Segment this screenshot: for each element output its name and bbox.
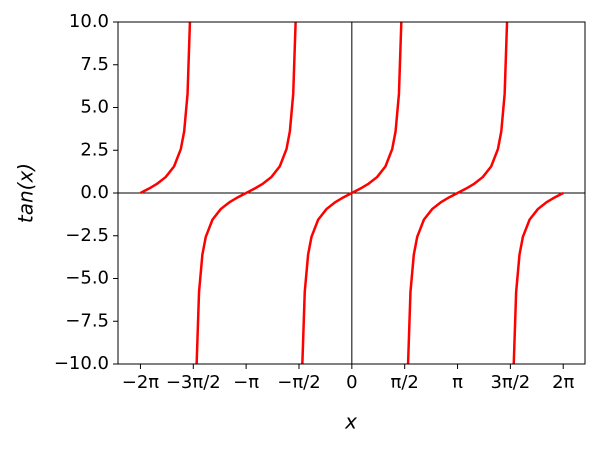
- x-tick-label: 0: [346, 372, 357, 393]
- x-axis-label: x: [344, 410, 357, 434]
- y-tick-label: 10.0: [69, 11, 109, 32]
- x-tick-label: −π/2: [277, 372, 320, 393]
- x-tick-label: −2π: [122, 372, 160, 393]
- y-tick-label: 5.0: [80, 97, 109, 118]
- y-axis-label: tan(x): [14, 163, 38, 223]
- plot-frame: [117, 21, 586, 365]
- y-tick-label: 7.5: [80, 54, 109, 75]
- line-series: [139, 21, 564, 365]
- y-tick-label: −5.0: [65, 268, 109, 289]
- x-tick-label: π: [452, 372, 463, 393]
- y-tick-label: −7.5: [65, 310, 109, 331]
- x-tick-label: −3π/2: [166, 372, 221, 393]
- x-tick-label: π/2: [391, 372, 419, 393]
- y-tick-label: −2.5: [65, 225, 109, 246]
- x-tick-label: −π: [233, 372, 259, 393]
- x-tick-label: 3π/2: [490, 372, 530, 393]
- y-tick-label: 0.0: [80, 182, 109, 203]
- y-tick-label: −10.0: [54, 353, 109, 374]
- x-tick-label: 2π: [552, 372, 574, 393]
- y-tick-label: 2.5: [80, 139, 109, 160]
